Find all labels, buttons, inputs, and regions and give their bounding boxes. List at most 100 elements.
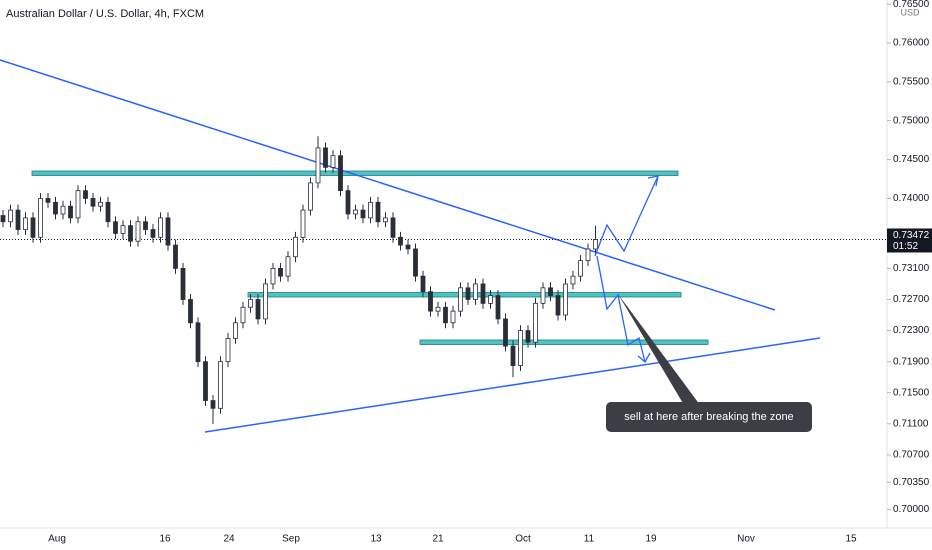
candle-body <box>360 209 366 219</box>
candle-body <box>548 287 553 296</box>
currency: USD <box>900 7 920 17</box>
candle-body <box>53 201 58 215</box>
trend-line <box>0 59 776 311</box>
candle-body <box>173 244 178 269</box>
candle-body <box>263 283 268 320</box>
countdown: 01:52 <box>893 241 918 252</box>
y-tick-label: 0.70350 <box>893 477 930 488</box>
y-tick-label: 0.75500 <box>893 76 930 87</box>
arrow-head <box>647 175 659 187</box>
arrow-head <box>637 352 651 364</box>
candle-body <box>158 217 163 238</box>
candle-body <box>240 306 246 324</box>
y-tick-label: 0.74500 <box>893 154 930 165</box>
candle-body <box>525 330 531 343</box>
drawings <box>0 59 821 433</box>
zone <box>31 170 679 176</box>
x-tick-label: 13 <box>370 534 382 545</box>
candle-body <box>150 229 156 238</box>
last-price-label: 0.73472 <box>893 230 930 241</box>
candle-body <box>375 201 381 223</box>
candle-body <box>413 248 418 277</box>
arrow-up <box>594 175 659 257</box>
candle-body <box>75 190 81 219</box>
candle-body <box>405 244 411 250</box>
candle-body <box>495 295 501 320</box>
candle-body <box>308 182 313 211</box>
candle-body <box>0 215 6 223</box>
candle-body <box>60 205 66 215</box>
candle-body <box>345 190 351 215</box>
candle-body <box>105 201 111 223</box>
y-tick-label: 0.74000 <box>893 193 930 204</box>
candle-body <box>585 248 591 262</box>
candle-body <box>383 217 388 223</box>
candle-body <box>233 322 238 339</box>
x-tick-label: 16 <box>159 534 171 545</box>
annotation: sell at here after breaking the zone <box>624 411 793 423</box>
candle-body <box>225 337 231 363</box>
last-price-box <box>887 228 932 253</box>
candle-body <box>45 198 51 203</box>
callout-pointer <box>618 294 700 405</box>
candle-body <box>458 287 463 312</box>
candle-body <box>323 147 328 168</box>
x-tick-label: 15 <box>845 534 857 545</box>
y-tick-label: 0.71500 <box>893 387 930 398</box>
y-tick-label: 0.72300 <box>893 325 930 336</box>
y-tick-label: 0.76000 <box>893 38 930 49</box>
candle-body <box>488 295 493 304</box>
candle-body <box>195 322 201 363</box>
candle-body <box>465 287 471 300</box>
y-tick-label: 0.72700 <box>893 294 930 305</box>
candle-body <box>533 302 538 343</box>
candle-body <box>480 283 486 304</box>
candle-body <box>203 361 208 401</box>
zone <box>419 339 709 345</box>
candles <box>0 136 598 424</box>
candle-body <box>510 345 516 366</box>
x-tick-label: Nov <box>737 534 755 545</box>
candle-body <box>563 283 568 316</box>
y-tick-label: 0.75000 <box>893 115 930 126</box>
zone <box>247 292 682 298</box>
candle-body <box>255 299 261 320</box>
candle-body <box>285 256 291 277</box>
callout <box>606 402 812 432</box>
candle-body <box>90 198 96 207</box>
y-tick-label: 0.71100 <box>893 418 929 429</box>
candle-body <box>398 236 403 246</box>
x-tick-label: 11 <box>584 534 595 545</box>
candle-body <box>368 201 373 219</box>
candle-body <box>428 291 433 312</box>
candle-body <box>540 287 546 304</box>
candle-body <box>353 209 358 215</box>
candle-body <box>188 299 193 324</box>
candle-body <box>570 275 576 285</box>
x-tick-label: Aug <box>48 534 66 545</box>
candle-body <box>578 260 583 277</box>
candle-body <box>503 318 508 347</box>
candle-body <box>98 201 103 207</box>
candle-body <box>518 330 523 366</box>
candle-body <box>128 225 133 242</box>
trend-line <box>204 337 821 433</box>
candle-body <box>143 221 148 230</box>
candle-body <box>270 267 276 285</box>
candle-body <box>113 221 118 234</box>
chart-title: Australian Dollar / U.S. Dollar, 4h, FXC… <box>6 8 204 20</box>
candle-body <box>210 400 216 409</box>
candle-body <box>473 283 478 300</box>
candle-body <box>38 198 43 238</box>
candle-body <box>435 306 441 312</box>
candle-body <box>555 295 561 316</box>
candle-body <box>68 205 73 219</box>
candle-body <box>83 190 88 199</box>
y-tick-label: 0.76500 <box>893 0 930 10</box>
candle-body <box>135 221 141 242</box>
candle-body <box>593 239 598 250</box>
candle-body <box>180 267 186 300</box>
candle-body <box>30 217 36 238</box>
x-tick-label: 24 <box>223 534 235 545</box>
